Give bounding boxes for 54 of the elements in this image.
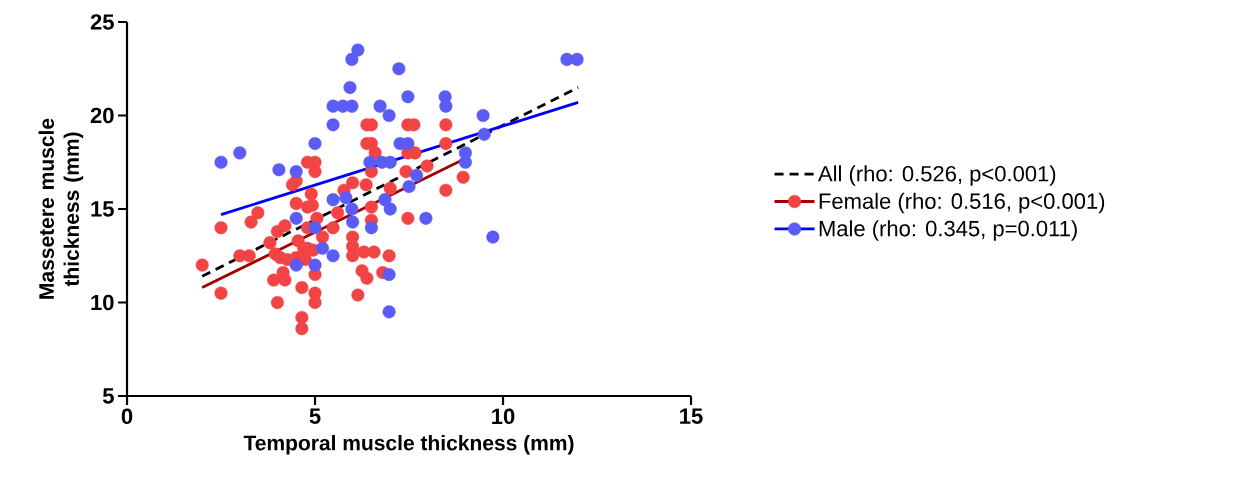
point bbox=[401, 90, 415, 104]
point bbox=[382, 108, 396, 122]
point bbox=[383, 202, 397, 216]
y-tick-label: 20 bbox=[90, 107, 114, 124]
legend-label: Male (rho: 0.345, p=0.011) bbox=[819, 220, 1077, 241]
point bbox=[401, 137, 415, 151]
point bbox=[345, 99, 359, 113]
point bbox=[439, 99, 453, 113]
x-tick-label: 15 bbox=[680, 408, 703, 424]
point bbox=[316, 241, 330, 255]
point bbox=[289, 165, 303, 179]
point bbox=[402, 180, 416, 194]
point bbox=[363, 155, 377, 169]
point bbox=[351, 43, 365, 57]
point bbox=[326, 118, 340, 132]
point bbox=[289, 211, 303, 225]
point bbox=[458, 155, 472, 169]
point bbox=[326, 249, 340, 263]
point bbox=[364, 221, 378, 235]
x-tick-label: 10 bbox=[492, 408, 515, 425]
legend-label: Female (rho: 0.516, p<0.001) bbox=[819, 192, 1105, 214]
point bbox=[570, 52, 584, 66]
point bbox=[345, 202, 359, 216]
y-axis-title: Massetere muscle thickness (mm) bbox=[38, 118, 84, 299]
point bbox=[382, 305, 396, 319]
point bbox=[233, 146, 247, 160]
point bbox=[373, 99, 387, 113]
point bbox=[345, 52, 359, 66]
point bbox=[476, 108, 490, 122]
y-tick-label: 15 bbox=[91, 201, 114, 217]
point bbox=[346, 215, 360, 229]
x-tick-label: 5 bbox=[309, 408, 321, 424]
point bbox=[308, 221, 322, 235]
y-tick-label: 25 bbox=[90, 14, 114, 30]
point bbox=[382, 267, 396, 281]
point bbox=[272, 163, 286, 177]
x-axis-title: Temporal muscle thickness (mm) bbox=[243, 434, 574, 455]
y-tick-label: 5 bbox=[102, 388, 114, 404]
legend-label: All (rho: 0.526, p<0.001) bbox=[818, 165, 1056, 186]
point bbox=[326, 193, 340, 207]
point bbox=[410, 168, 424, 182]
y-tick-label: 10 bbox=[91, 294, 114, 311]
x-tick-label: 0 bbox=[121, 408, 133, 425]
point bbox=[339, 191, 353, 205]
point bbox=[289, 258, 303, 272]
point bbox=[486, 230, 500, 244]
point bbox=[378, 193, 392, 207]
point bbox=[392, 62, 406, 76]
point bbox=[477, 127, 491, 141]
point bbox=[343, 80, 357, 94]
point bbox=[308, 258, 322, 272]
point bbox=[214, 155, 228, 169]
point bbox=[308, 137, 322, 151]
point bbox=[419, 211, 433, 225]
